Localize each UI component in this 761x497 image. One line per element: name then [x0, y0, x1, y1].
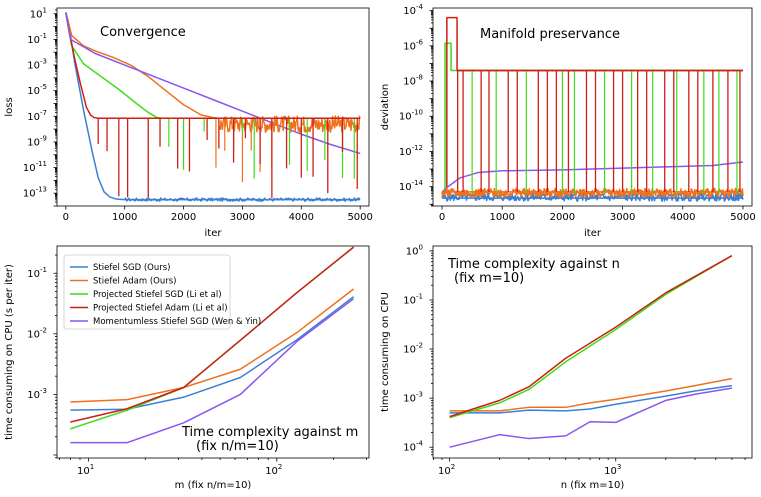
x-tick-label: 103 — [604, 463, 621, 477]
panel-time_vs_m: 101 102 10-3 10-2 10-1 m (fix n/m=10) time con… — [4, 245, 370, 491]
x-tick-label: 1000 — [489, 212, 514, 223]
plot-area — [70, 246, 355, 444]
x-axis-label: n (fix m=10) — [561, 480, 625, 491]
series-noise — [441, 192, 744, 202]
series-line — [449, 377, 733, 412]
series-line — [449, 255, 733, 419]
y-tick-label: 10-4 — [403, 3, 423, 17]
legend-box — [63, 254, 231, 330]
series-line — [70, 246, 355, 423]
y-tick-label: 10-10 — [399, 109, 423, 123]
y-tick-label: 10-1 — [403, 292, 423, 306]
x-tick-label: 102 — [438, 463, 455, 477]
chart-title: Convergence — [100, 25, 186, 40]
series-line — [449, 255, 733, 418]
x-tick-label: 4000 — [670, 212, 695, 223]
series-line — [70, 296, 355, 411]
series-line — [65, 12, 361, 155]
x-tick-label: 101 — [77, 463, 94, 477]
legend-label: Stiefel Adam (Ours) — [93, 277, 177, 287]
series-noise — [441, 187, 744, 198]
x-tick-label: 102 — [265, 463, 282, 477]
y-tick-label: 10-14 — [399, 179, 424, 193]
x-tick-label: 5000 — [730, 212, 755, 223]
x-axis-label: iter — [584, 228, 602, 239]
y-tick-label: 10-7 — [27, 109, 47, 123]
panel-time_vs_n: 102 103 10-4 10-3 10-2 10-1 100 n (fix m=10) tim… — [380, 243, 753, 491]
y-tick-label: 10-3 — [27, 387, 47, 401]
chart-title: Time complexity against m — [181, 425, 358, 440]
x-tick-label: 2000 — [550, 212, 575, 223]
y-tick-label: 10-5 — [27, 83, 47, 97]
y-tick-label: 10-1 — [27, 32, 47, 46]
x-tick-label: 2000 — [171, 212, 196, 223]
x-tick-label: 4000 — [289, 212, 314, 223]
plot-area — [441, 16, 744, 202]
series-line — [70, 288, 355, 403]
chart-title: Manifold preservance — [480, 27, 620, 42]
series-line — [70, 298, 355, 444]
y-axis-label: deviation — [380, 84, 391, 130]
legend: Stiefel SGD (Ours) Stiefel Adam (Ours) Pro… — [63, 254, 261, 330]
legend-label: Projected Stiefel Adam (Li et al) — [93, 304, 228, 314]
series-line — [449, 387, 733, 448]
x-tick-label: 1000 — [112, 212, 137, 223]
y-tick-label: 10-13 — [23, 186, 47, 200]
legend-label: Projected Stiefel SGD (Li et al) — [93, 290, 222, 300]
series-line — [65, 12, 361, 119]
chart-title: Time complexity against n — [447, 257, 620, 272]
axes-frame — [432, 245, 753, 459]
y-tick-label: 101 — [30, 6, 47, 20]
x-tick-label: 3000 — [230, 212, 255, 223]
chart-subtitle: (fix n/m=10) — [196, 439, 279, 454]
y-tick-label: 100 — [406, 243, 423, 257]
series-noise — [124, 197, 361, 202]
y-tick-label: 10-3 — [403, 391, 423, 405]
x-tick-label: 0 — [439, 212, 445, 223]
plot-area — [449, 255, 733, 448]
y-tick-label: 10-9 — [27, 134, 47, 148]
y-tick-label: 10-11 — [23, 160, 47, 174]
panel-manifold: 0 1000 2000 3000 4000 5000 10-14 10-12 10-10 10-8… — [380, 3, 756, 239]
x-axis-label: iter — [205, 228, 223, 239]
y-tick-label: 10-1 — [27, 266, 47, 280]
y-tick-label: 10-2 — [27, 326, 47, 340]
y-axis-label: loss — [4, 97, 15, 116]
y-axis-label: time consuming on CPU (s per iter) — [4, 264, 15, 440]
y-axis-label: time consuming on CPU — [380, 292, 391, 412]
y-tick-label: 10-6 — [403, 38, 423, 52]
x-tick-label: 3000 — [610, 212, 635, 223]
panel-convergence: 0 1000 2000 3000 4000 5000 10-13 10-11 10-9 10-7 1… — [4, 6, 373, 239]
chart-subtitle: (fix m=10) — [454, 271, 524, 286]
axes-frame — [432, 7, 753, 207]
y-tick-label: 10-12 — [399, 144, 423, 158]
legend-label: Stiefel SGD (Ours) — [93, 263, 170, 273]
y-tick-label: 10-8 — [403, 74, 423, 88]
x-tick-label: 5000 — [347, 212, 372, 223]
x-axis-label: m (fix n/m=10) — [175, 480, 252, 491]
y-tick-label: 10-2 — [403, 342, 423, 356]
plot-area — [65, 12, 361, 202]
series-line — [449, 384, 732, 414]
series-line — [65, 12, 361, 201]
legend-label: Momentumless Stiefel SGD (Wen & Yin) — [93, 317, 261, 327]
x-tick-label: 0 — [63, 212, 69, 223]
y-tick-label: 10-4 — [403, 440, 423, 454]
y-tick-label: 10-3 — [27, 58, 47, 72]
